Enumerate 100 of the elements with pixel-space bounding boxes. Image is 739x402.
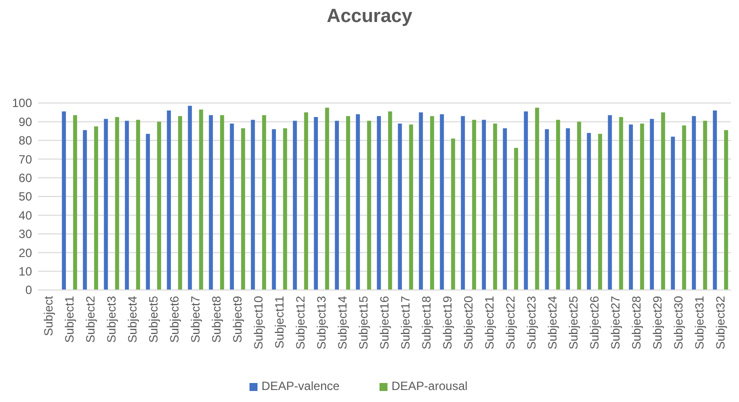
bar [608,115,612,290]
bar [502,128,507,290]
bar [628,124,633,290]
x-tick-label: Subject29 [650,296,664,350]
x-tick-label: Subject16 [378,296,392,350]
x-tick-label: Subject8 [210,296,224,343]
legend-label: DEAP-valence [262,379,340,393]
bar [460,116,465,290]
bar [535,108,540,290]
x-tick-label: Subject3 [104,296,118,343]
bar [692,116,696,290]
bar [334,120,339,290]
chart-title: Accuracy [326,6,413,27]
bar [73,115,78,290]
bar [556,120,560,290]
bar [398,124,402,290]
bar [577,122,582,290]
x-tick-label: Subject24 [546,296,560,350]
bar [304,112,308,290]
x-tick-label: Subject21 [482,296,496,350]
bar [62,111,66,290]
x-tick-label: Subject17 [398,296,412,350]
bar [670,136,675,290]
bar [440,114,444,290]
bar [346,116,350,290]
bar [524,111,528,290]
bar [241,128,246,290]
x-tick-label: Subject23 [524,296,538,350]
bar [188,106,192,290]
bar [650,118,654,290]
bar [82,130,87,290]
x-tick-label: Subject9 [230,296,244,343]
x-tick-label: Subject [42,295,56,336]
x-tick-label: Subject18 [420,296,434,350]
x-tick-label: Subject28 [630,296,644,350]
bar [178,116,182,290]
x-tick-label: Subject27 [608,296,622,350]
x-tick-label: Subject1 [62,296,76,343]
bar [272,129,276,290]
bar [124,120,129,290]
bar [283,128,288,290]
bar [430,116,434,290]
bar [325,108,330,290]
x-tick-label: Subject14 [336,296,350,350]
x-tick-label: Subject19 [440,296,454,350]
bar [451,138,456,290]
bar [146,134,150,290]
bar [157,122,162,290]
bar [566,128,570,290]
bar [682,125,686,290]
bar [262,115,266,290]
y-tick-label: 70 [18,152,32,166]
bar [220,115,224,290]
bar [314,117,318,290]
x-tick-label: Subject11 [272,296,286,348]
x-tick-label: Subject26 [588,296,602,350]
y-tick-label: 10 [18,264,32,278]
x-tick-label: Subject13 [314,296,328,350]
x-tick-label: Subject4 [126,296,140,343]
y-tick-label: 0 [25,283,32,298]
x-tick-label: Subject2 [84,296,98,343]
bar [586,132,591,290]
legend-label: DEAP-arousal [392,379,468,393]
x-tick-label: Subject12 [294,296,308,350]
y-tick-label: 60 [18,171,32,185]
bar [482,120,486,290]
x-tick-label: Subject20 [462,296,476,350]
bar [388,111,392,290]
bar [367,120,372,290]
bar [409,124,414,290]
bar [356,114,360,290]
y-tick-label: 30 [18,227,32,242]
bar [661,112,666,290]
bar [104,118,108,290]
bar [292,120,297,290]
bar [208,115,213,290]
bar [703,120,708,290]
x-tick-label: Subject25 [566,296,580,350]
bar [136,120,140,290]
bar [250,120,255,290]
y-tick-label: 80 [18,134,32,148]
x-tick-label: Subject7 [188,296,202,343]
bar [493,124,498,290]
y-tick-label: 40 [18,208,32,222]
x-tick-label: Subject30 [672,296,686,350]
x-tick-label: Subject15 [356,296,370,350]
x-tick-label: Subject31 [692,296,706,350]
y-tick-label: 100 [12,96,32,110]
y-tick-label: 90 [18,114,32,129]
bar [544,129,549,290]
bar [514,148,518,290]
bar [472,120,476,290]
bar [712,110,717,290]
x-tick-label: Subject32 [714,296,728,350]
bar [598,134,602,290]
x-tick-label: Subject5 [146,296,160,343]
bar [418,112,423,290]
bar [376,116,381,290]
bar [619,117,624,290]
bar [166,110,171,290]
